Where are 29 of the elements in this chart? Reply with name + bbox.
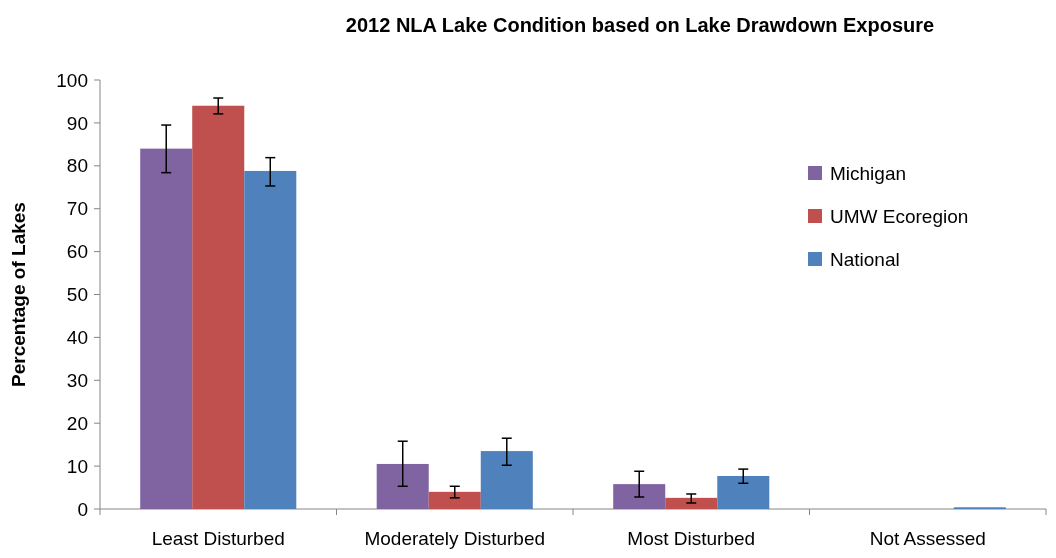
bar [480,451,533,509]
y-tick-label: 70 [66,198,88,220]
bar [428,491,481,509]
y-tick-label: 100 [56,69,88,91]
y-tick-label: 60 [66,241,88,263]
legend-label: National [830,248,900,270]
y-tick-label: 90 [66,112,88,134]
y-tick-label: 0 [77,498,88,520]
bar [717,475,770,509]
y-tick-label: 50 [66,284,88,306]
x-tick-label: Moderately Disturbed [364,528,546,549]
bar [665,497,718,509]
x-tick-label: Most Disturbed [627,528,756,549]
y-tick-label: 40 [66,327,88,349]
x-tick-label: Not Assessed [869,528,986,549]
bar [244,170,297,509]
y-tick-label: 10 [66,455,88,477]
y-tick-label: 30 [66,369,88,391]
bar [376,463,429,509]
y-tick-label: 20 [66,412,88,434]
legend-label: UMW Ecoregion [830,205,969,227]
bar [140,148,193,509]
y-tick-label: 80 [66,155,88,177]
bar [613,484,666,509]
x-tick-label: Least Disturbed [151,528,285,549]
legend-label: Michigan [830,162,907,184]
y-axis-title: Percentage of Lakes [8,202,29,387]
bar [192,105,245,509]
chart-title: 2012 NLA Lake Condition based on Lake Drawdown Exposure [345,14,935,36]
